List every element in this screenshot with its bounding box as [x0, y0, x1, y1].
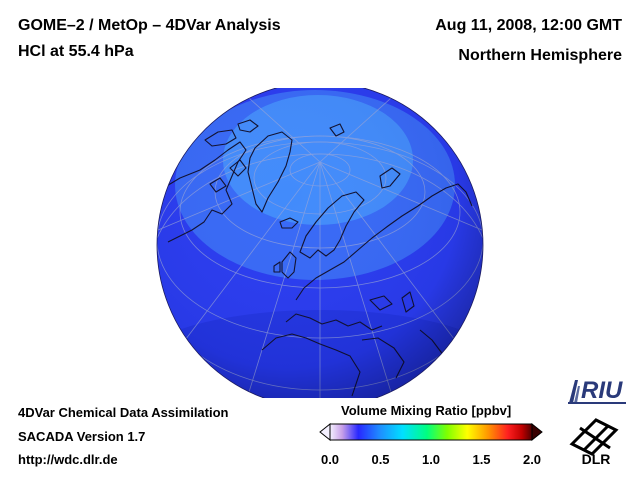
footer-line-1: 4DVar Chemical Data Assimilation — [18, 405, 229, 420]
colorbar-tick-label: 1.5 — [472, 452, 491, 467]
colorbar-tick-label: 0.0 — [320, 452, 340, 467]
footer-url-link[interactable]: http://wdc.dlr.de — [18, 452, 118, 467]
colorbar-tick-label: 1.0 — [421, 452, 441, 467]
colorbar-tick-label: 2.0 — [522, 452, 542, 467]
colorbar — [319, 422, 543, 442]
map-subtitle: HCl at 55.4 hPa — [18, 43, 134, 60]
dlr-logo-text: DLR — [582, 451, 611, 467]
globe-map — [156, 88, 484, 398]
date-label: Aug 11, 2008, 12:00 GMT — [435, 17, 622, 34]
riu-logo-text: RIU — [581, 377, 623, 404]
colorbar-tick-label: 0.5 — [371, 452, 390, 467]
region-label: Northern Hemisphere — [458, 47, 622, 64]
riu-logo: RIU — [568, 377, 626, 404]
dlr-logo: DLR — [569, 418, 619, 467]
colorbar-gradient — [329, 423, 533, 441]
colorbar-arrow-high — [531, 422, 543, 442]
footer-line-2: SACADA Version 1.7 — [18, 429, 146, 444]
colorbar-arrow-low — [319, 422, 331, 442]
colorbar-title: Volume Mixing Ratio [ppbv] — [341, 403, 512, 418]
map-title: GOME–2 / MetOp – 4DVar Analysis — [18, 17, 281, 34]
